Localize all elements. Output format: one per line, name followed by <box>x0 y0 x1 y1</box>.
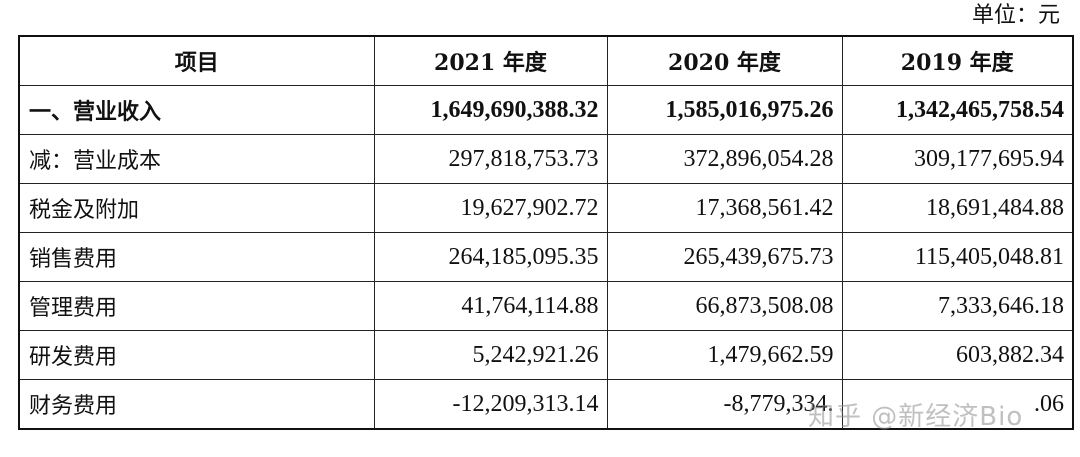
row-label: 一、营业收入 <box>18 85 375 135</box>
header-2020: 2020 年度 <box>606 35 843 86</box>
table-row: 销售费用 264,185,095.35 265,439,675.73 115,4… <box>18 232 1074 282</box>
cell-2020: 372,896,054.28 <box>606 134 843 184</box>
header-2019: 2019 年度 <box>841 35 1074 86</box>
cell-2019: 309,177,695.94 <box>841 134 1074 184</box>
income-statement-table: 项目 2021 年度 2020 年度 2019 年度 一、营业收入 1,649,… <box>18 35 1074 430</box>
cell-2021: 19,627,902.72 <box>373 183 608 233</box>
table-row: 一、营业收入 1,649,690,388.32 1,585,016,975.26… <box>18 85 1074 135</box>
cell-2020: 1,479,662.59 <box>606 330 843 380</box>
row-label: 减：营业成本 <box>18 134 375 184</box>
row-label: 管理费用 <box>18 281 375 331</box>
cell-2020: 1,585,016,975.26 <box>606 85 843 135</box>
cell-2019: 115,405,048.81 <box>841 232 1074 282</box>
table-header-row: 项目 2021 年度 2020 年度 2019 年度 <box>18 35 1074 86</box>
cell-2021: 41,764,114.88 <box>373 281 608 331</box>
cell-2021: 297,818,753.73 <box>373 134 608 184</box>
row-label: 财务费用 <box>18 379 375 430</box>
cell-2020: 17,368,561.42 <box>606 183 843 233</box>
header-2021: 2021 年度 <box>373 35 608 86</box>
cell-2019: 7,333,646.18 <box>841 281 1074 331</box>
cell-2019: 603,882.34 <box>841 330 1074 380</box>
cell-2019: .06 <box>841 379 1074 430</box>
cell-2020: -8,779,334. <box>606 379 843 430</box>
row-label: 研发费用 <box>18 330 375 380</box>
table-row: 管理费用 41,764,114.88 66,873,508.08 7,333,6… <box>18 281 1074 331</box>
header-item: 项目 <box>18 35 375 86</box>
cell-2021: 5,242,921.26 <box>373 330 608 380</box>
table-row: 税金及附加 19,627,902.72 17,368,561.42 18,691… <box>18 183 1074 233</box>
table-row: 减：营业成本 297,818,753.73 372,896,054.28 309… <box>18 134 1074 184</box>
table-row: 研发费用 5,242,921.26 1,479,662.59 603,882.3… <box>18 330 1074 380</box>
row-label: 销售费用 <box>18 232 375 282</box>
cell-2021: 264,185,095.35 <box>373 232 608 282</box>
row-label: 税金及附加 <box>18 183 375 233</box>
cell-2021: -12,209,313.14 <box>373 379 608 430</box>
cell-2019: 18,691,484.88 <box>841 183 1074 233</box>
cell-2021: 1,649,690,388.32 <box>373 85 608 135</box>
table-row: 财务费用 -12,209,313.14 -8,779,334. .06 <box>18 379 1074 430</box>
cell-2020: 66,873,508.08 <box>606 281 843 331</box>
unit-note: 单位：元 <box>971 3 1060 28</box>
cell-2020: 265,439,675.73 <box>606 232 843 282</box>
cell-2019: 1,342,465,758.54 <box>841 85 1074 135</box>
